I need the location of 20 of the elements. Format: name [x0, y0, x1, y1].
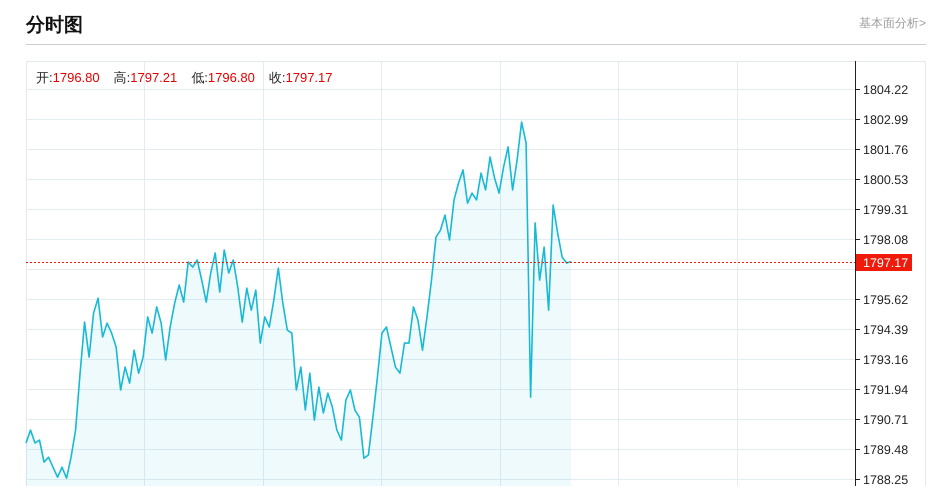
- annotation: 收:1797.17: [268, 70, 332, 85]
- ytick: 1802.99: [863, 113, 908, 127]
- ytick: 1793.16: [863, 353, 908, 367]
- ytick: 1788.25: [863, 473, 908, 486]
- ytick: 1804.22: [863, 83, 908, 97]
- ytick: 1794.39: [863, 323, 908, 337]
- ytick: 1790.71: [863, 413, 908, 427]
- annotation: 开:1796.80: [36, 70, 100, 85]
- annotation: 低:1796.80: [191, 70, 255, 85]
- subtitle: 基本面分析>: [858, 16, 926, 30]
- ytick: 1799.31: [863, 203, 908, 217]
- ytick: 1798.08: [863, 233, 908, 247]
- ytick: 1800.53: [863, 173, 908, 187]
- ref-label: 1797.17: [863, 256, 908, 270]
- ytick: 1795.62: [863, 293, 908, 307]
- ytick: 1801.76: [863, 143, 908, 157]
- title: 分时图: [26, 15, 83, 36]
- ytick: 1791.94: [863, 383, 908, 397]
- annotation: 高:1797.21: [114, 70, 178, 85]
- ytick: 1789.48: [863, 443, 908, 457]
